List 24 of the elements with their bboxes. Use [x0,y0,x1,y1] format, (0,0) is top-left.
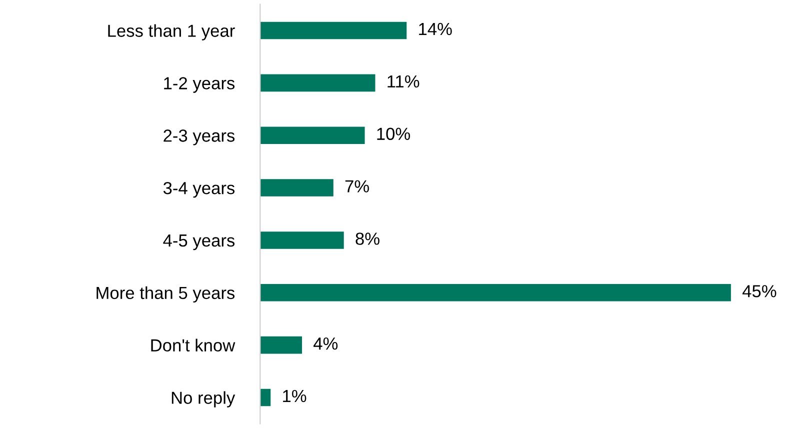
y-tick-label: No reply [172,391,236,408]
data-label: 4% [314,338,338,350]
y-tick-label: 1-2 years [164,77,235,93]
bar [260,388,271,406]
data-label: 8% [356,232,380,245]
y-tick-label: 3-4 years [163,182,235,198]
data-label: 1% [283,390,306,402]
bar [260,126,365,144]
y-tick-label: Don't know [151,338,236,352]
bar [260,232,344,249]
y-tick-label: More than 5 years [96,286,235,303]
data-label: 45% [742,285,776,298]
bar [260,74,376,92]
data-label: 10% [377,128,410,140]
bar [260,179,334,196]
bar [260,22,407,40]
data-label: 11% [388,75,420,88]
y-tick-label: Less than 1 year [108,24,235,40]
bar [260,284,731,302]
data-label: 7% [345,180,369,192]
data-label: 14% [419,22,452,36]
y-tick-label: 2-3 years [164,130,235,146]
y-tick-label: 4-5 years [163,234,235,250]
bar [260,336,302,354]
